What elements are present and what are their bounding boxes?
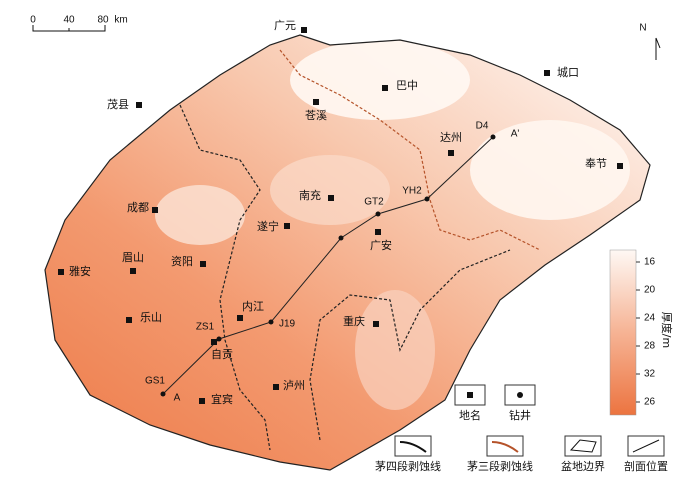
colorbar-tick-label: 16 <box>644 257 656 268</box>
colorbar-tick-label: 26 <box>644 397 656 408</box>
place-marker <box>130 268 136 274</box>
well-label: GS1 <box>145 376 165 387</box>
profile-end-label: A <box>174 393 181 404</box>
place-label: 广安 <box>370 238 392 252</box>
place-label: 成都 <box>127 201 149 214</box>
well-dot <box>268 319 274 325</box>
place-marker <box>136 102 142 108</box>
place-marker <box>237 315 243 321</box>
place-marker <box>448 150 454 156</box>
place-marker <box>373 321 379 327</box>
place-label: 自贡 <box>211 348 233 361</box>
north-arrow <box>655 37 661 60</box>
legend-label: 茅四段剥蚀线 <box>375 459 441 473</box>
place-label: 乐山 <box>140 311 162 324</box>
place-label: 重庆 <box>343 314 365 328</box>
place-marker <box>152 207 158 213</box>
place-marker <box>375 229 381 235</box>
erosion-lines <box>179 49 541 451</box>
well-dot <box>160 391 166 397</box>
scale-unit: km <box>114 15 127 26</box>
place-marker <box>313 99 319 105</box>
well-dot <box>338 235 344 241</box>
place-label: 泸州 <box>283 379 305 392</box>
well-label: ZS1 <box>196 322 215 333</box>
legend-well-icon <box>517 392 523 398</box>
place-marker <box>544 70 550 76</box>
legend-label: 地名 <box>459 408 481 422</box>
colorbar-tick-label: 20 <box>644 285 656 296</box>
legend-label: 钻井 <box>509 408 531 422</box>
well-label: J19 <box>279 319 296 330</box>
place-label: 遂宁 <box>257 219 279 233</box>
place-label: 苍溪 <box>305 109 327 122</box>
colorbar <box>609 249 637 416</box>
well-dot <box>424 196 430 202</box>
legend-label: 茅三段剥蚀线 <box>467 459 533 473</box>
legend-box <box>486 435 524 457</box>
well-label: GT2 <box>364 197 384 208</box>
place-marker <box>617 163 623 169</box>
well-dot <box>375 211 381 217</box>
place-label: 茂县 <box>107 97 129 111</box>
place-marker <box>273 384 279 390</box>
place-label: 内江 <box>242 299 264 313</box>
well-dot <box>216 336 222 342</box>
place-label: 资阳 <box>171 255 193 268</box>
place-marker <box>126 317 132 323</box>
place-label: 巴中 <box>396 79 418 92</box>
well-dot <box>490 134 496 140</box>
place-label: 宜宾 <box>211 392 233 406</box>
colorbar-tick-label: 24 <box>644 313 656 324</box>
legend-mao4-icon <box>399 441 427 453</box>
place-marker <box>328 195 334 201</box>
colorbar-tick-label: 28 <box>644 341 656 352</box>
place-label: 奉节 <box>585 156 607 170</box>
colorbar-title: 厚度/m <box>660 312 674 348</box>
place-marker <box>200 261 206 267</box>
place-label: 达州 <box>440 131 462 144</box>
legend-place-icon <box>467 392 473 398</box>
legend-box <box>394 435 432 457</box>
well-label: D4 <box>476 121 489 132</box>
basin-boundary <box>44 34 651 471</box>
place-label: 南充 <box>299 188 321 202</box>
place-label: 城口 <box>557 66 579 79</box>
legend-mao3-icon <box>491 441 519 453</box>
scale-label: 80 <box>97 15 109 26</box>
scale-label: 40 <box>63 15 75 26</box>
place-marker <box>211 339 217 345</box>
place-marker <box>284 223 290 229</box>
well-label: YH2 <box>402 186 422 197</box>
legend-profile-icon <box>632 439 660 453</box>
place-marker <box>58 269 64 275</box>
profile-end-label: A' <box>511 129 520 140</box>
legend-label: 盆地边界 <box>561 459 605 473</box>
place-label: 广元 <box>274 19 296 32</box>
place-label: 眉山 <box>122 251 144 264</box>
place-marker <box>199 398 205 404</box>
place-marker <box>301 27 307 33</box>
legend-basin-icon <box>569 439 597 453</box>
place-label: 雅安 <box>69 264 91 278</box>
north-label: N <box>639 23 646 34</box>
legend-label: 剖面位置 <box>624 459 668 473</box>
scale-label: 0 <box>30 15 36 26</box>
colorbar-tick-label: 32 <box>644 369 656 380</box>
place-marker <box>382 85 388 91</box>
